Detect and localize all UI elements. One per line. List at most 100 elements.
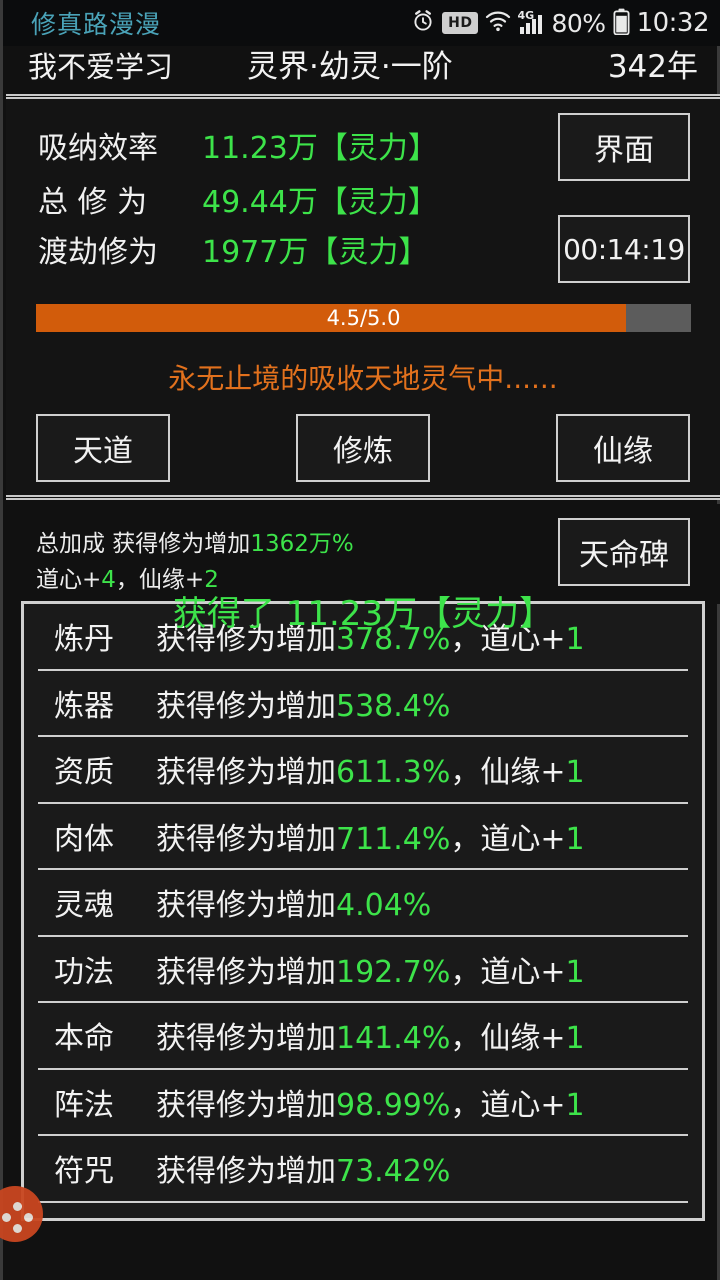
ball-dot [2, 1213, 11, 1222]
signal-bars-icon: 4G [517, 9, 544, 35]
panel-divider [6, 495, 720, 500]
desc-prefix: 获得修为增加 [156, 954, 336, 990]
destiny-tablet-button[interactable]: 天命碑 [558, 518, 690, 586]
list-item-name: 肉体 [54, 821, 114, 857]
cultivation-status-message: 永无止境的吸收天地灵气中...... [168, 362, 558, 395]
list-item-desc: 获得修为增加192.7%，道心+1 [156, 947, 585, 991]
list-item-name: 灵魂 [54, 888, 114, 924]
immortal-fate-button[interactable]: 仙缘 [556, 414, 690, 482]
progress-fill [36, 304, 626, 332]
total-bonus-value: 1362万% [250, 531, 354, 557]
list-item-desc: 获得修为增加4.04% [156, 880, 431, 924]
desc-suffix: ，仙缘+ [450, 1021, 566, 1057]
ball-dot [13, 1202, 22, 1211]
wifi-icon [485, 10, 511, 36]
stat-row-total: 总 修 为 49.44万【灵力】 [38, 177, 438, 221]
list-item[interactable]: 功法 获得修为增加192.7%，道心+1 [38, 937, 688, 1003]
desc-prefix: 获得修为增加 [156, 1154, 336, 1190]
desc-prefix: 获得修为增加 [156, 1021, 336, 1057]
list-item[interactable]: 本命 获得修为增加141.4%，仙缘+1 [38, 1003, 688, 1070]
desc-suffix-value: 1 [565, 954, 585, 990]
list-item-desc: 获得修为增加611.3%，仙缘+1 [156, 747, 585, 791]
list-item-desc: 获得修为增加98.99%，道心+1 [156, 1080, 585, 1124]
stat-label: 总 修 为 [38, 185, 148, 220]
stat-label: 渡劫修为 [38, 235, 158, 270]
header-divider [6, 94, 720, 99]
daoxin-value: 4 [101, 567, 116, 593]
desc-suffix-value: 1 [565, 622, 585, 658]
list-item-name: 本命 [54, 1021, 114, 1057]
list-item[interactable]: 资质 获得修为增加611.3%，仙缘+1 [38, 737, 688, 804]
battery-icon [613, 8, 630, 39]
desc-value: 73.42% [336, 1154, 451, 1190]
desc-suffix: ，仙缘+ [450, 755, 566, 791]
list-item-desc: 获得修为增加141.4%，仙缘+1 [156, 1013, 585, 1057]
desc-prefix: 获得修为增加 [156, 688, 336, 724]
heaven-dao-button[interactable]: 天道 [36, 414, 170, 482]
desc-value: 141.4% [336, 1021, 451, 1057]
list-item[interactable]: 符咒 获得修为增加73.42% [38, 1136, 688, 1203]
progress-label: 4.5/5.0 [326, 306, 401, 330]
list-item-desc: 获得修为增加711.4%，道心+1 [156, 814, 585, 858]
total-bonus-prefix: 总加成 获得修为增加 [36, 531, 251, 557]
assistive-touch-icon[interactable] [0, 1186, 43, 1242]
desc-value: 192.7% [336, 954, 451, 990]
desc-suffix-value: 1 [565, 755, 585, 791]
daoxin-label: 道心+ [36, 567, 102, 593]
clock-label: 10:32 [636, 8, 710, 38]
desc-suffix-value: 1 [565, 1087, 585, 1123]
battery-percent-label: 80% [551, 8, 606, 38]
list-item-name: 阵法 [54, 1087, 114, 1123]
action-button-row: 天道 修炼 仙缘 [6, 414, 720, 482]
total-bonus-line: 总加成 获得修为增加1362万% [36, 524, 354, 558]
hd-badge-icon: HD [442, 12, 479, 34]
list-item[interactable]: 阵法 获得修为增加98.99%，道心+1 [38, 1070, 688, 1136]
desc-value: 378.7% [336, 622, 451, 658]
bonus-list-panel[interactable]: 炼丹 获得修为增加378.7%，道心+1 炼器 获得修为增加538.4% 资质 … [21, 601, 705, 1221]
desc-prefix: 获得修为增加 [156, 888, 336, 924]
desc-suffix: ，道心+ [450, 954, 566, 990]
desc-suffix-value: 1 [565, 1021, 585, 1057]
desc-value: 98.99% [336, 1087, 451, 1123]
attribute-bonus-line: 道心+4，仙缘+2 [36, 560, 219, 594]
stat-value: 11.23万【灵力】 [202, 131, 438, 166]
cultivation-progress-bar[interactable]: 4.5/5.0 [36, 304, 691, 332]
stat-value: 49.44万【灵力】 [202, 185, 438, 220]
interface-button[interactable]: 界面 [558, 113, 690, 181]
stat-label: 吸纳效率 [38, 131, 158, 166]
app-name-label: 修真路漫漫 [31, 10, 162, 39]
ball-dot [24, 1213, 33, 1222]
desc-suffix: ，道心+ [450, 821, 566, 857]
desc-suffix-value: 1 [565, 821, 585, 857]
desc-prefix: 获得修为增加 [156, 755, 336, 791]
desc-value: 538.4% [336, 688, 451, 724]
desc-prefix: 获得修为增加 [156, 821, 336, 857]
cultivate-button[interactable]: 修炼 [296, 414, 430, 482]
desc-prefix: 获得修为增加 [156, 1087, 336, 1123]
list-item[interactable]: 炼器 获得修为增加538.4% [38, 671, 688, 737]
list-item-desc: 获得修为增加378.7%，道心+1 [156, 614, 585, 658]
desc-value: 611.3% [336, 755, 451, 791]
list-item[interactable]: 肉体 获得修为增加711.4%，道心+1 [38, 804, 688, 870]
stat-value: 1977万【灵力】 [202, 235, 429, 270]
list-item-name: 功法 [54, 954, 114, 990]
android-status-bar: 修真路漫漫 HD 4G [3, 0, 720, 46]
list-item-name: 符咒 [54, 1154, 114, 1190]
stat-row-absorption: 吸纳效率 11.23万【灵力】 [38, 123, 438, 167]
game-header: 我不爱学习 灵界·幼灵·一阶 342年 [6, 0, 720, 92]
list-item[interactable]: 炼丹 获得修为增加378.7%，道心+1 [38, 604, 688, 671]
list-item-name: 炼丹 [54, 622, 114, 658]
desc-suffix: ，道心+ [450, 1087, 566, 1123]
cultivation-panel: 吸纳效率 11.23万【灵力】 总 修 为 49.44万【灵力】 渡劫修为 19… [6, 99, 720, 495]
list-item-desc: 获得修为增加538.4% [156, 681, 450, 725]
year-label: 342年 [607, 49, 698, 85]
desc-value: 4.04% [336, 888, 432, 924]
xianyuan-label: ，仙缘+ [115, 567, 205, 593]
ball-dot [13, 1224, 22, 1233]
countdown-timer[interactable]: 00:14:19 [558, 215, 690, 283]
list-item[interactable]: 灵魂 获得修为增加4.04% [38, 870, 688, 937]
desc-prefix: 获得修为增加 [156, 622, 336, 658]
alarm-clock-icon [411, 9, 435, 37]
desc-value: 711.4% [336, 821, 451, 857]
